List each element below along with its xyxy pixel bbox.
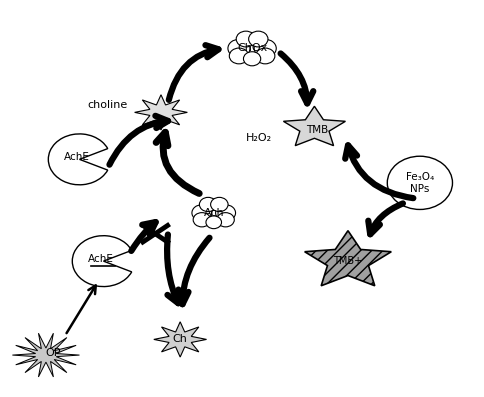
Circle shape [206, 216, 221, 229]
Circle shape [255, 48, 274, 64]
Text: TMB+: TMB+ [333, 256, 362, 266]
Circle shape [227, 39, 250, 57]
Circle shape [254, 39, 276, 57]
Circle shape [216, 213, 234, 227]
Text: TMB: TMB [305, 125, 327, 135]
Text: AchE: AchE [64, 152, 90, 162]
Circle shape [193, 213, 210, 227]
Circle shape [215, 205, 235, 221]
Polygon shape [283, 106, 345, 146]
Text: ChOx: ChOx [237, 43, 267, 53]
Circle shape [229, 48, 248, 64]
Text: H₂O₂: H₂O₂ [246, 133, 272, 143]
Circle shape [192, 205, 212, 221]
Wedge shape [72, 236, 132, 287]
Polygon shape [304, 231, 391, 286]
Circle shape [210, 197, 227, 212]
Polygon shape [135, 95, 187, 130]
Circle shape [199, 197, 216, 212]
Text: OP: OP [45, 348, 61, 358]
Circle shape [237, 34, 266, 57]
Text: choline: choline [87, 100, 127, 110]
Text: Ach: Ach [203, 208, 224, 218]
Text: Fe₃O₄
NPs: Fe₃O₄ NPs [405, 172, 433, 194]
Wedge shape [48, 134, 107, 185]
Polygon shape [153, 322, 206, 357]
Circle shape [387, 156, 452, 210]
Circle shape [236, 31, 255, 47]
Text: Ch: Ch [172, 334, 187, 345]
Text: AchE: AchE [88, 254, 114, 264]
Polygon shape [12, 333, 79, 377]
Circle shape [248, 31, 268, 47]
Circle shape [243, 52, 260, 66]
Circle shape [200, 200, 227, 221]
